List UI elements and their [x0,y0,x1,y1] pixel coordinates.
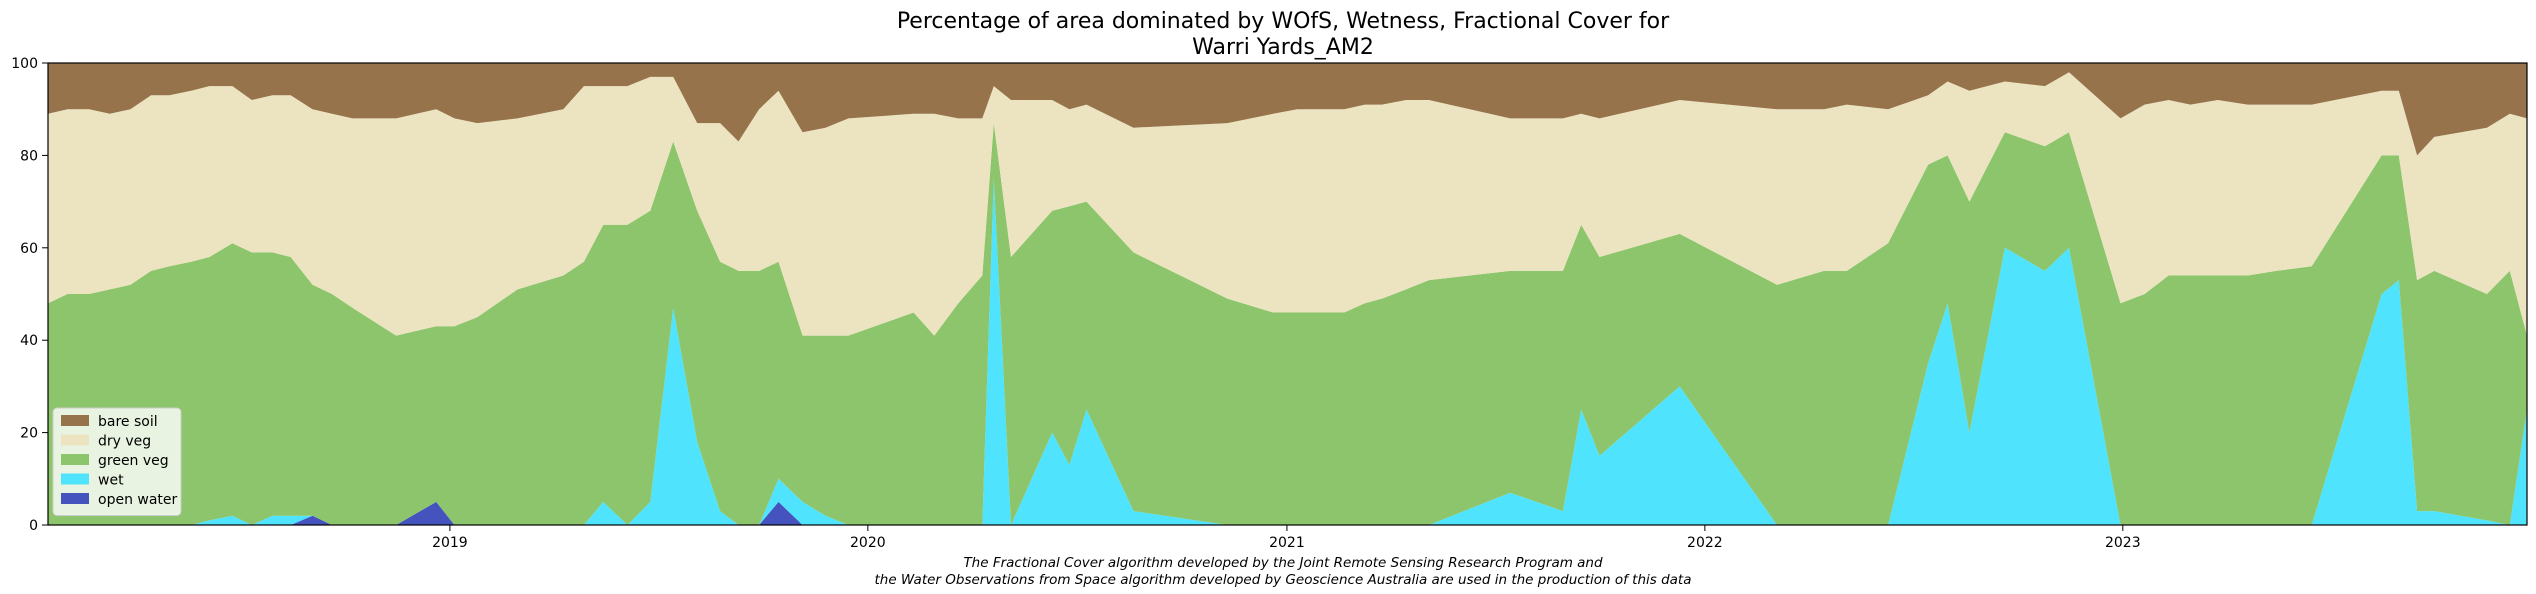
area-green-veg [48,123,2527,525]
legend-swatch-green-veg [61,454,89,465]
x-axis: 2019 2020 2021 2022 2023 [432,525,2141,551]
x-tick-label: 2019 [432,535,468,551]
plot-area [48,63,2527,525]
legend-label-wet: wet [98,473,124,489]
x-tick-label: 2022 [1687,535,1723,551]
plot-frame [47,62,2528,526]
y-tick-label: 0 [29,518,38,534]
legend-label-dry-veg: dry veg [98,434,151,450]
x-tick-label: 2023 [2105,535,2141,551]
y-tick-label: 80 [20,148,38,164]
y-axis: 0 20 40 60 80 100 [11,56,48,534]
legend-label-bare-soil: bare soil [98,414,158,430]
caption-line2: the Water Observations from Space algori… [874,572,1691,588]
chart-title-line2: Warri Yards_AM2 [1192,35,1374,60]
legend-label-green-veg: green veg [98,453,169,469]
y-tick-label: 20 [20,426,38,442]
area-bare-soil [48,63,2527,156]
legend: bare soil dry veg green veg wet open water [52,407,182,516]
legend-swatch-bare-soil [61,415,89,426]
chart-title-line1: Percentage of area dominated by WOfS, We… [897,9,1670,34]
x-tick-label: 2021 [1269,535,1305,551]
legend-swatch-wet [61,473,89,485]
area-dry-veg [48,72,2527,336]
area-wet [48,178,2527,525]
legend-label-open-water: open water [98,492,178,508]
y-tick-label: 40 [20,333,38,349]
y-tick-label: 60 [20,241,38,257]
caption-line1: The Fractional Cover algorithm developed… [963,555,1603,571]
legend-swatch-open-water [61,493,89,504]
x-tick-label: 2020 [850,535,886,551]
legend-swatch-dry-veg [61,434,89,446]
y-tick-label: 100 [11,56,38,72]
